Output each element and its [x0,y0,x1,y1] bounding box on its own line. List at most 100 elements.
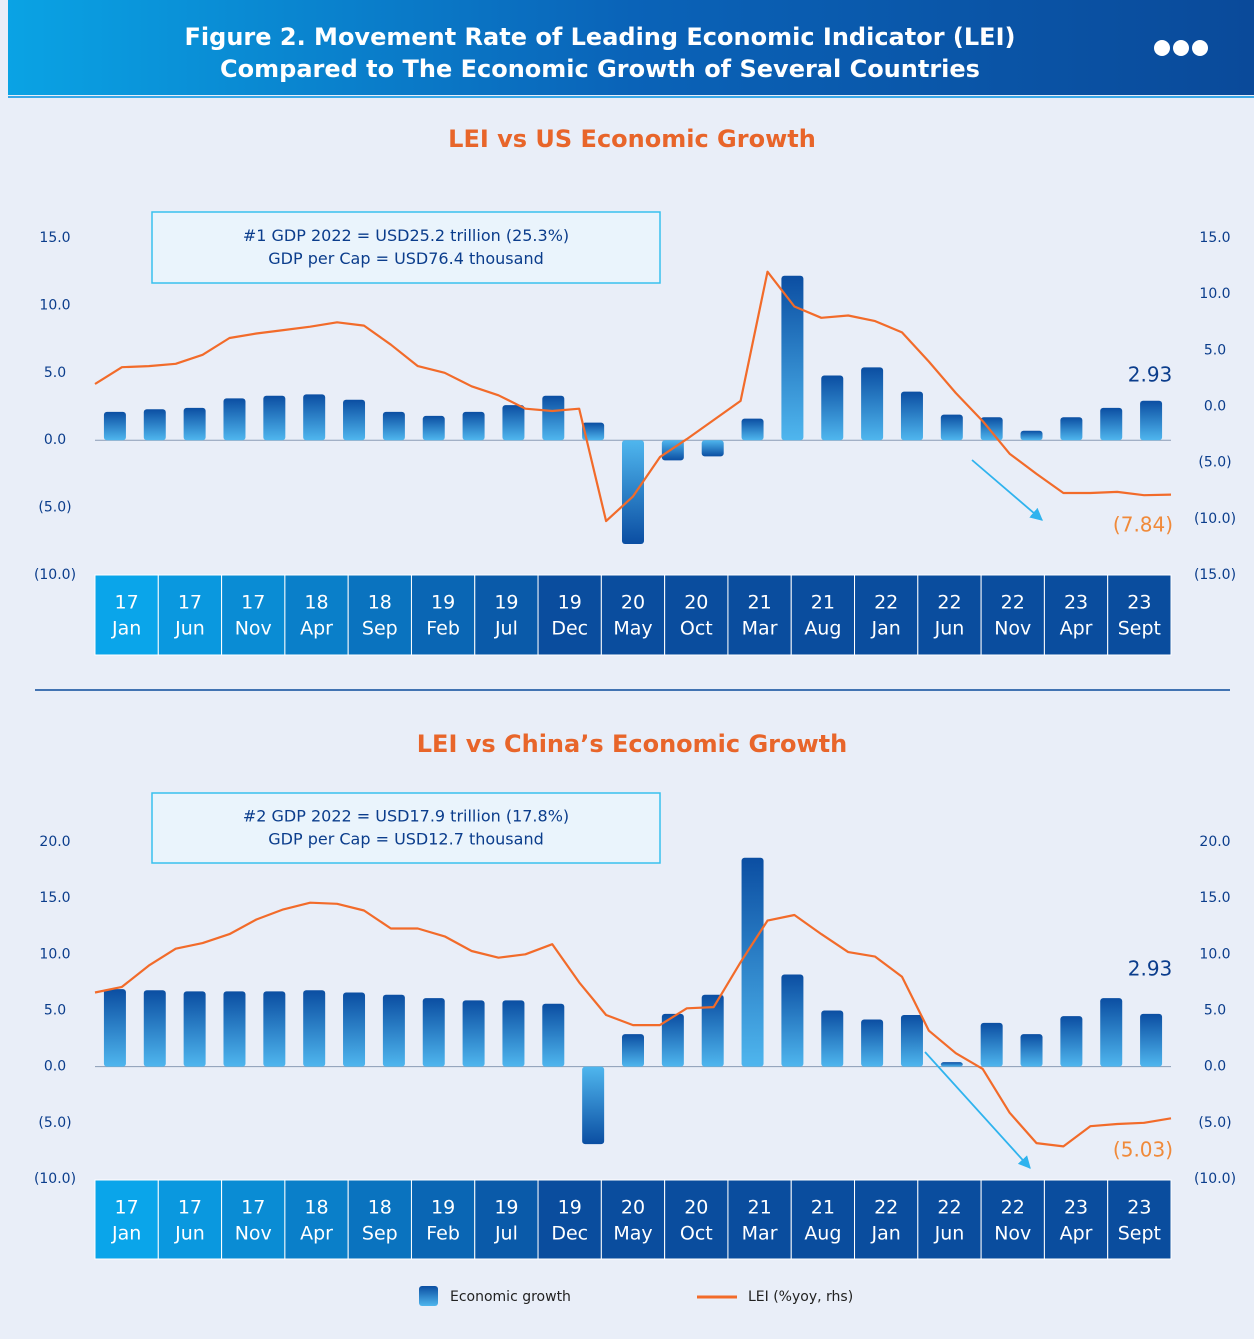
y2-tick-label: (15.0) [1194,567,1236,583]
bar [382,994,405,1067]
x-tick-label: 22 [1001,1197,1025,1219]
chart-title: LEI vs China’s Economic Growth [417,730,847,758]
annotation: 2.93 [1128,363,1173,387]
x-tick-label: 22 [874,592,898,614]
bar [980,1022,1003,1067]
x-tick-label: Aug [804,618,841,640]
bar [940,1062,963,1067]
x-tick-label: Feb [426,618,460,640]
category-cell [917,1179,982,1260]
y-tick-label: 5.0 [44,1003,66,1019]
x-tick-label: Mar [742,1223,778,1245]
bar [1060,1016,1083,1067]
x-tick-label: 17 [178,592,202,614]
bar [940,414,963,441]
x-tick-label: May [613,1223,652,1245]
category-cell [537,1179,602,1260]
x-tick-label: Nov [235,1223,272,1245]
legend-label: LEI (%yoy, rhs) [748,1289,853,1305]
x-tick-label: 19 [558,592,582,614]
x-tick-label: Dec [551,1223,588,1245]
bar [661,1013,684,1067]
bar [263,991,286,1067]
dot[interactable] [1192,40,1208,56]
chart-title: LEI vs US Economic Growth [448,125,816,153]
bar [582,1066,605,1145]
x-tick-label: 18 [304,1197,328,1219]
y-tick-label: 15.0 [39,230,70,246]
x-tick-label: Dec [551,618,588,640]
x-tick-label: 22 [937,1197,961,1219]
x-tick-label: Nov [235,618,272,640]
trend-arrow [924,1051,1031,1169]
bar [143,990,166,1067]
bar [502,405,525,441]
x-tick-label: 21 [747,1197,771,1219]
x-tick-label: 21 [811,592,835,614]
bar [861,1019,884,1067]
y2-tick-label: 10.0 [1199,286,1230,302]
bar [781,275,804,441]
x-tick-label: 19 [494,592,518,614]
category-cell [157,574,223,656]
category-cell [600,574,666,656]
menu-dots[interactable] [1154,40,1208,56]
category-cell [727,574,792,656]
category-cell [980,574,1045,656]
category-cell [410,1179,476,1260]
bar [343,992,366,1067]
y2-tick-label: 0.0 [1204,1059,1226,1075]
bar [303,394,326,441]
y2-tick-label: 10.0 [1199,946,1230,962]
category-cell [664,1179,729,1260]
dot[interactable] [1173,40,1189,56]
x-tick-label: Mar [742,618,778,640]
x-tick-label: Sept [1118,618,1161,640]
info-box [151,792,661,864]
category-cell [1107,1179,1172,1260]
info-text: #2 GDP 2022 = USD17.9 trillion (17.8%) [243,807,569,826]
bar [622,1034,644,1067]
x-tick-label: 21 [747,592,771,614]
x-tick-label: 20 [621,1197,645,1219]
x-tick-label: Jan [871,1223,901,1245]
bar [422,415,445,441]
x-tick-label: Nov [994,618,1031,640]
info-text: GDP per Cap = USD12.7 thousand [268,830,544,849]
category-cell [854,574,919,656]
x-tick-label: 17 [178,1197,202,1219]
category-cell [347,1179,412,1260]
bar [821,1010,844,1067]
bar [542,1003,565,1067]
x-tick-label: Apr [300,1223,333,1245]
y-tick-label: 0.0 [44,432,66,448]
y2-tick-label: (10.0) [1194,1171,1236,1187]
bar [223,991,246,1067]
y-tick-label: 10.0 [39,297,70,313]
dot[interactable] [1154,40,1170,56]
category-cell [221,1179,286,1260]
y-tick-label: 5.0 [44,365,66,381]
bar [741,418,764,441]
bar [223,398,246,441]
y-tick-label: 20.0 [39,834,70,850]
bar [183,407,206,441]
y-tick-label: 15.0 [39,890,70,906]
y-tick-label: 10.0 [39,946,70,962]
bar [1100,998,1123,1067]
bar [622,440,644,544]
x-tick-label: 18 [368,1197,392,1219]
category-cell [600,1179,666,1260]
x-tick-label: 19 [431,1197,455,1219]
x-tick-label: 17 [115,592,139,614]
category-cell [790,574,856,656]
lei-line [94,270,1172,523]
category-cell [980,1179,1045,1260]
x-tick-label: 23 [1064,592,1088,614]
header-title: Compared to The Economic Growth of Sever… [220,55,980,83]
category-cell [1043,1179,1109,1260]
bar [781,974,804,1067]
bar [183,991,206,1067]
bar [303,990,326,1067]
y-tick-label: (5.0) [38,1115,71,1131]
